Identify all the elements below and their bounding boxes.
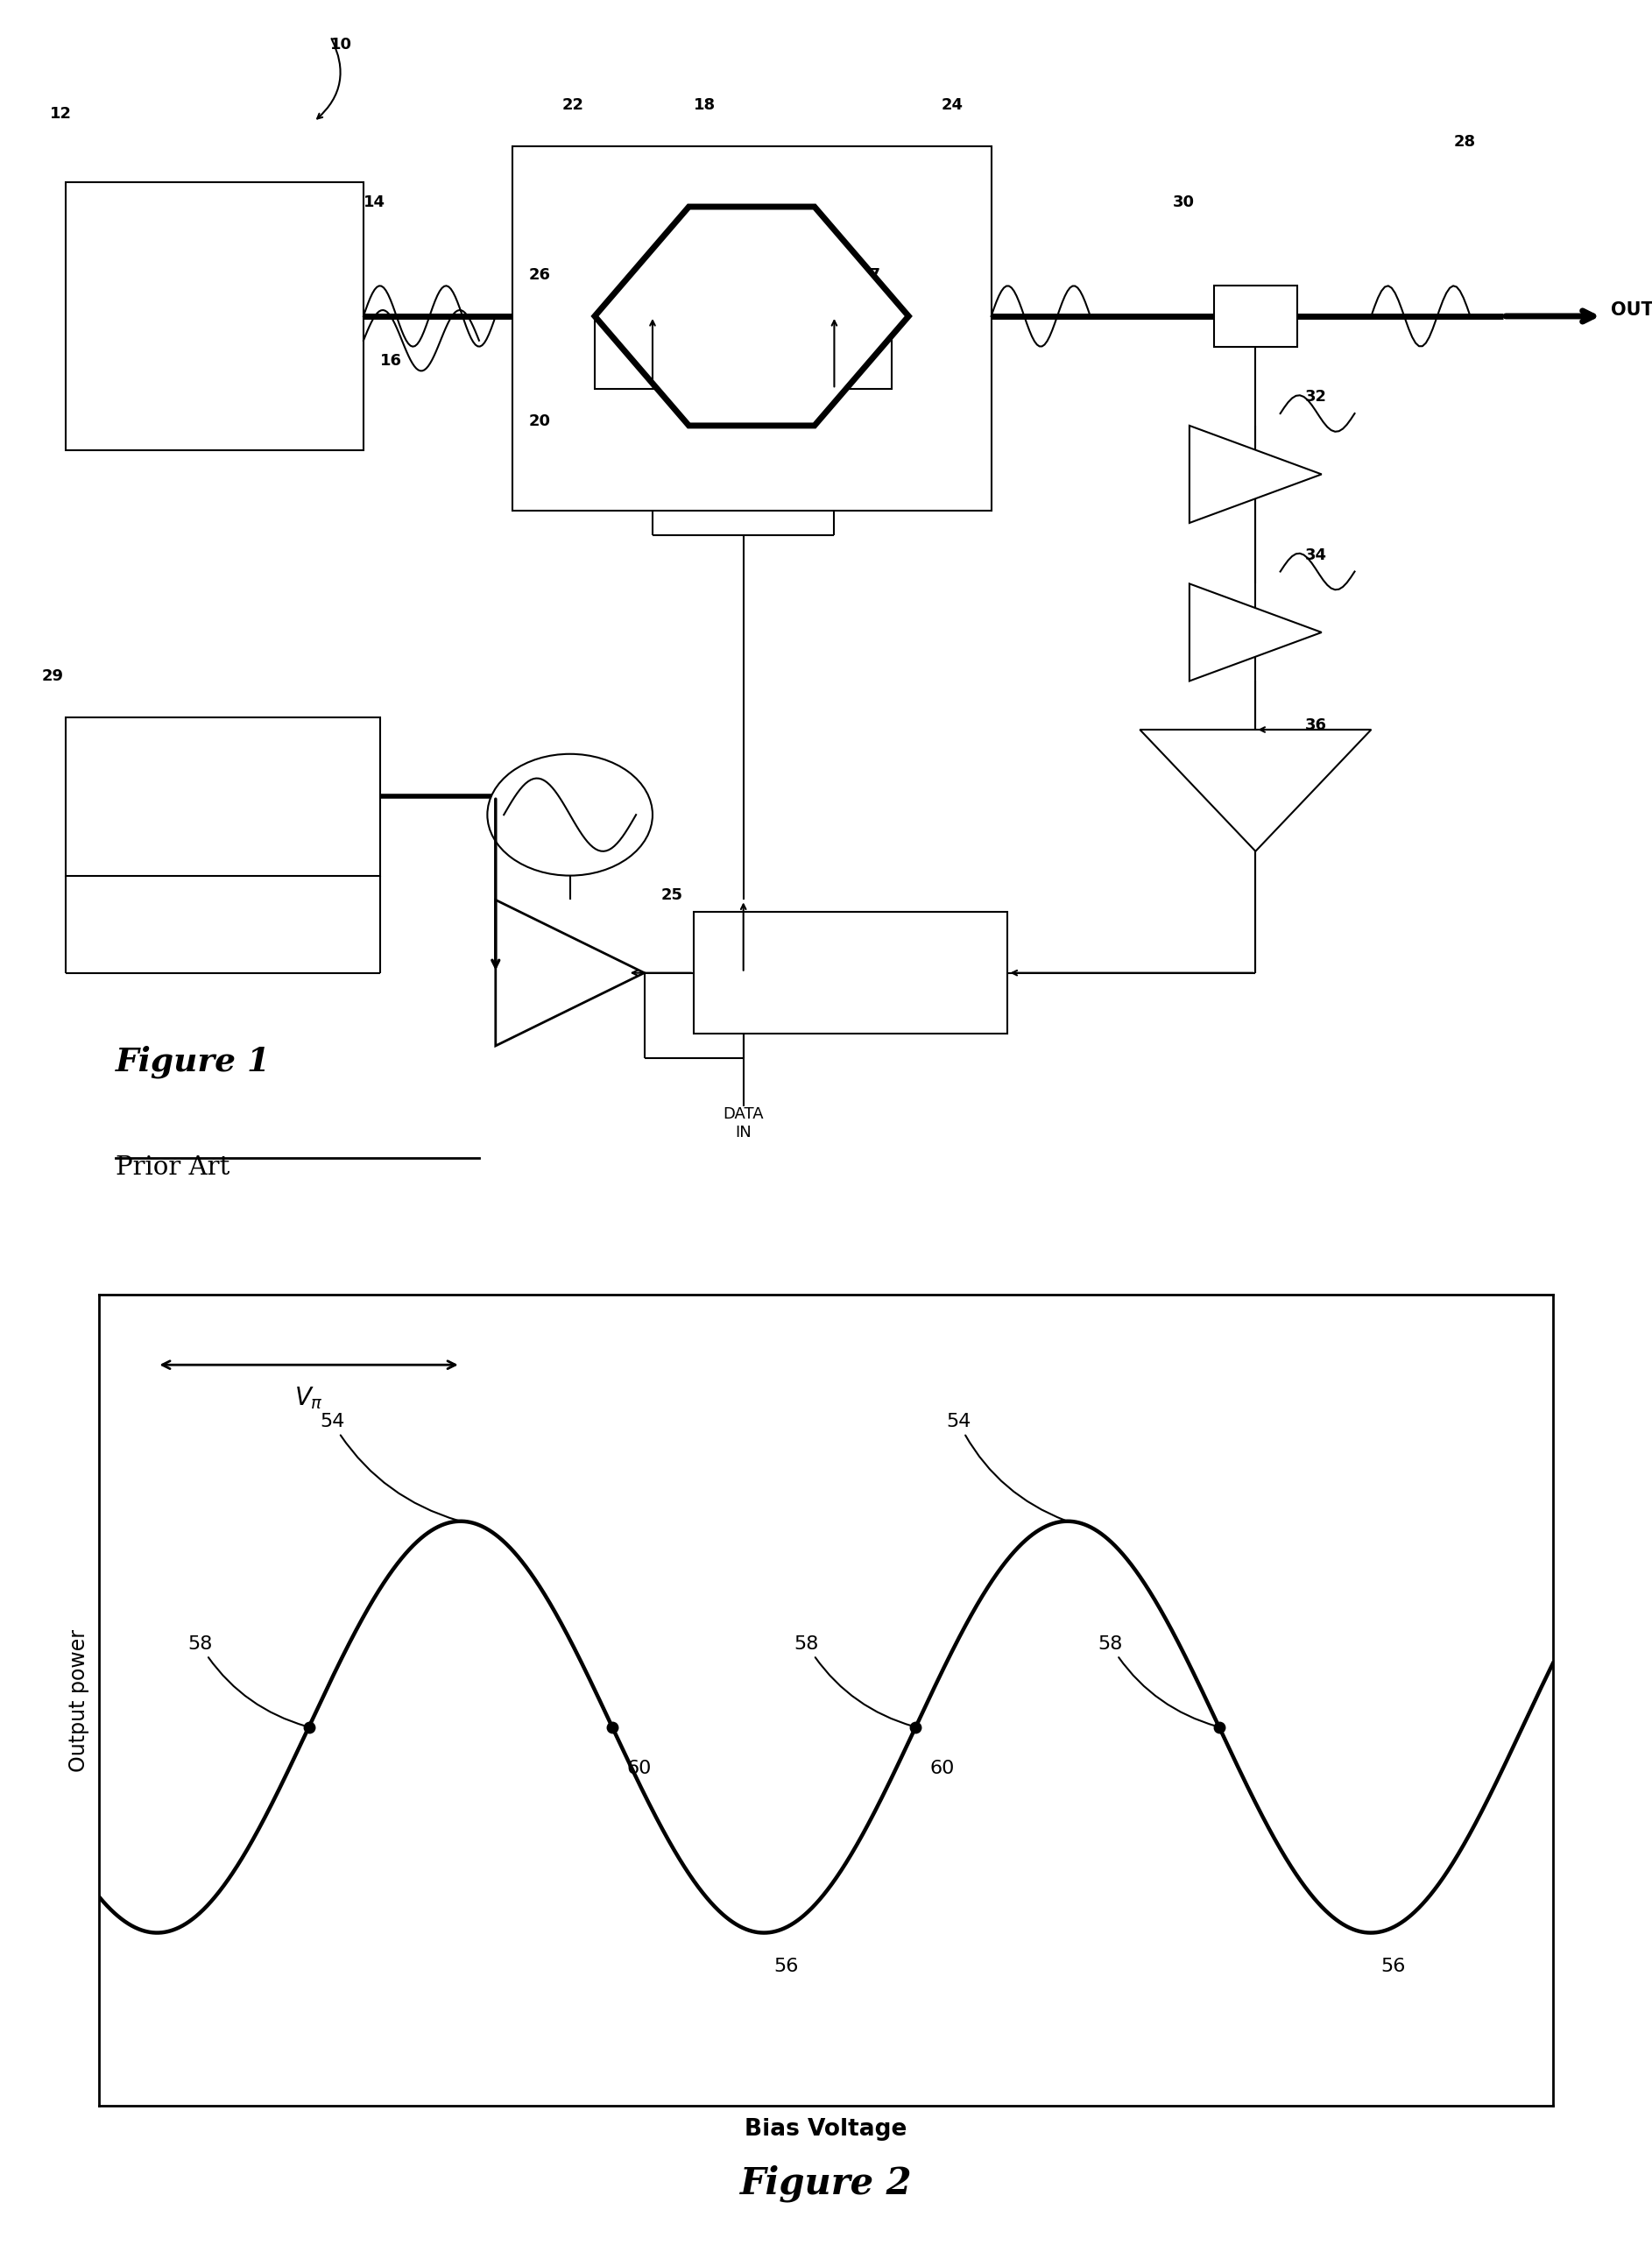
Text: 56: 56 (773, 1957, 798, 1975)
Text: 58: 58 (1097, 1635, 1218, 1727)
Bar (512, 146, 991, 511)
Text: 16: 16 (380, 354, 401, 369)
Bar (694, 912, 1008, 1034)
Text: Prior Art: Prior Art (116, 1155, 230, 1180)
Text: 27: 27 (859, 268, 881, 284)
Polygon shape (496, 901, 644, 1045)
Text: 36: 36 (1305, 718, 1327, 734)
Text: $V_{\pi}$: $V_{\pi}$ (294, 1385, 324, 1412)
X-axis label: Bias Voltage: Bias Voltage (745, 2117, 907, 2142)
Text: 14: 14 (363, 194, 385, 209)
Polygon shape (1189, 583, 1322, 680)
Text: 24: 24 (942, 97, 963, 113)
Text: 20: 20 (529, 414, 550, 430)
Text: 25: 25 (661, 887, 682, 903)
Text: 60: 60 (930, 1759, 955, 1777)
Text: Figure 2: Figure 2 (740, 2164, 912, 2202)
Text: 34: 34 (1305, 547, 1327, 563)
Bar (776, 315, 892, 390)
Text: 10: 10 (330, 36, 352, 52)
Bar (66, 718, 380, 876)
Text: 28: 28 (1454, 133, 1475, 149)
Text: 26: 26 (529, 268, 550, 284)
Text: 12: 12 (50, 106, 71, 122)
Text: 54: 54 (947, 1414, 1066, 1520)
Text: 32: 32 (1305, 390, 1327, 405)
Bar (66, 182, 363, 450)
Text: 18: 18 (694, 97, 715, 113)
Text: 54: 54 (320, 1414, 458, 1520)
Polygon shape (1189, 426, 1322, 522)
Circle shape (487, 754, 653, 876)
Bar (595, 315, 710, 390)
Text: 56: 56 (1381, 1957, 1406, 1975)
Y-axis label: Output power: Output power (68, 1628, 89, 1772)
Bar (1214, 286, 1297, 347)
Text: 30: 30 (1173, 194, 1194, 209)
Text: 58: 58 (187, 1635, 307, 1727)
Text: 29: 29 (41, 669, 63, 685)
Text: 22: 22 (562, 97, 583, 113)
Polygon shape (1140, 730, 1371, 851)
Text: Figure 1: Figure 1 (116, 1045, 271, 1079)
Text: OUT: OUT (1611, 302, 1652, 320)
Text: 58: 58 (795, 1635, 914, 1727)
Text: 60: 60 (626, 1759, 651, 1777)
Text: DATA
IN: DATA IN (724, 1106, 763, 1140)
Polygon shape (595, 207, 909, 426)
